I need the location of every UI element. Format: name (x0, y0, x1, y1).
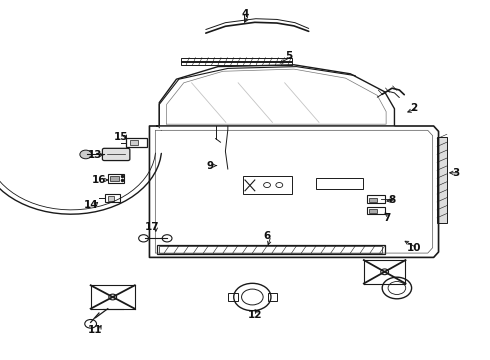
Text: 14: 14 (83, 200, 98, 210)
FancyBboxPatch shape (102, 148, 130, 161)
Bar (159, 246, 382, 253)
Bar (157, 245, 385, 254)
Bar (105, 194, 120, 202)
Text: 4: 4 (241, 9, 249, 19)
Bar (126, 138, 147, 147)
Text: 6: 6 (264, 231, 270, 241)
Text: 3: 3 (452, 168, 459, 178)
Bar (181, 61, 292, 65)
Bar (130, 140, 138, 145)
Circle shape (109, 294, 117, 300)
Bar (228, 293, 238, 301)
Text: 17: 17 (145, 222, 159, 232)
Bar (367, 195, 385, 203)
Bar (367, 207, 385, 214)
Bar (110, 176, 119, 181)
Text: 7: 7 (383, 213, 391, 223)
Bar (369, 209, 377, 213)
Text: 15: 15 (114, 132, 129, 142)
Text: 11: 11 (87, 325, 102, 336)
Circle shape (381, 269, 389, 275)
Text: 2: 2 (411, 103, 417, 113)
Bar (437, 137, 447, 223)
Bar (108, 196, 114, 201)
Text: 5: 5 (286, 51, 293, 61)
Text: 12: 12 (247, 310, 262, 320)
Bar (181, 58, 292, 62)
Bar (316, 178, 363, 189)
Bar (108, 174, 124, 183)
Bar (369, 198, 377, 202)
Circle shape (80, 150, 92, 159)
Text: 8: 8 (389, 195, 395, 205)
Bar (268, 293, 277, 301)
Text: 13: 13 (88, 150, 103, 160)
Text: 9: 9 (206, 161, 213, 171)
Text: 16: 16 (92, 175, 107, 185)
Bar (243, 176, 292, 194)
Text: 10: 10 (407, 243, 421, 253)
